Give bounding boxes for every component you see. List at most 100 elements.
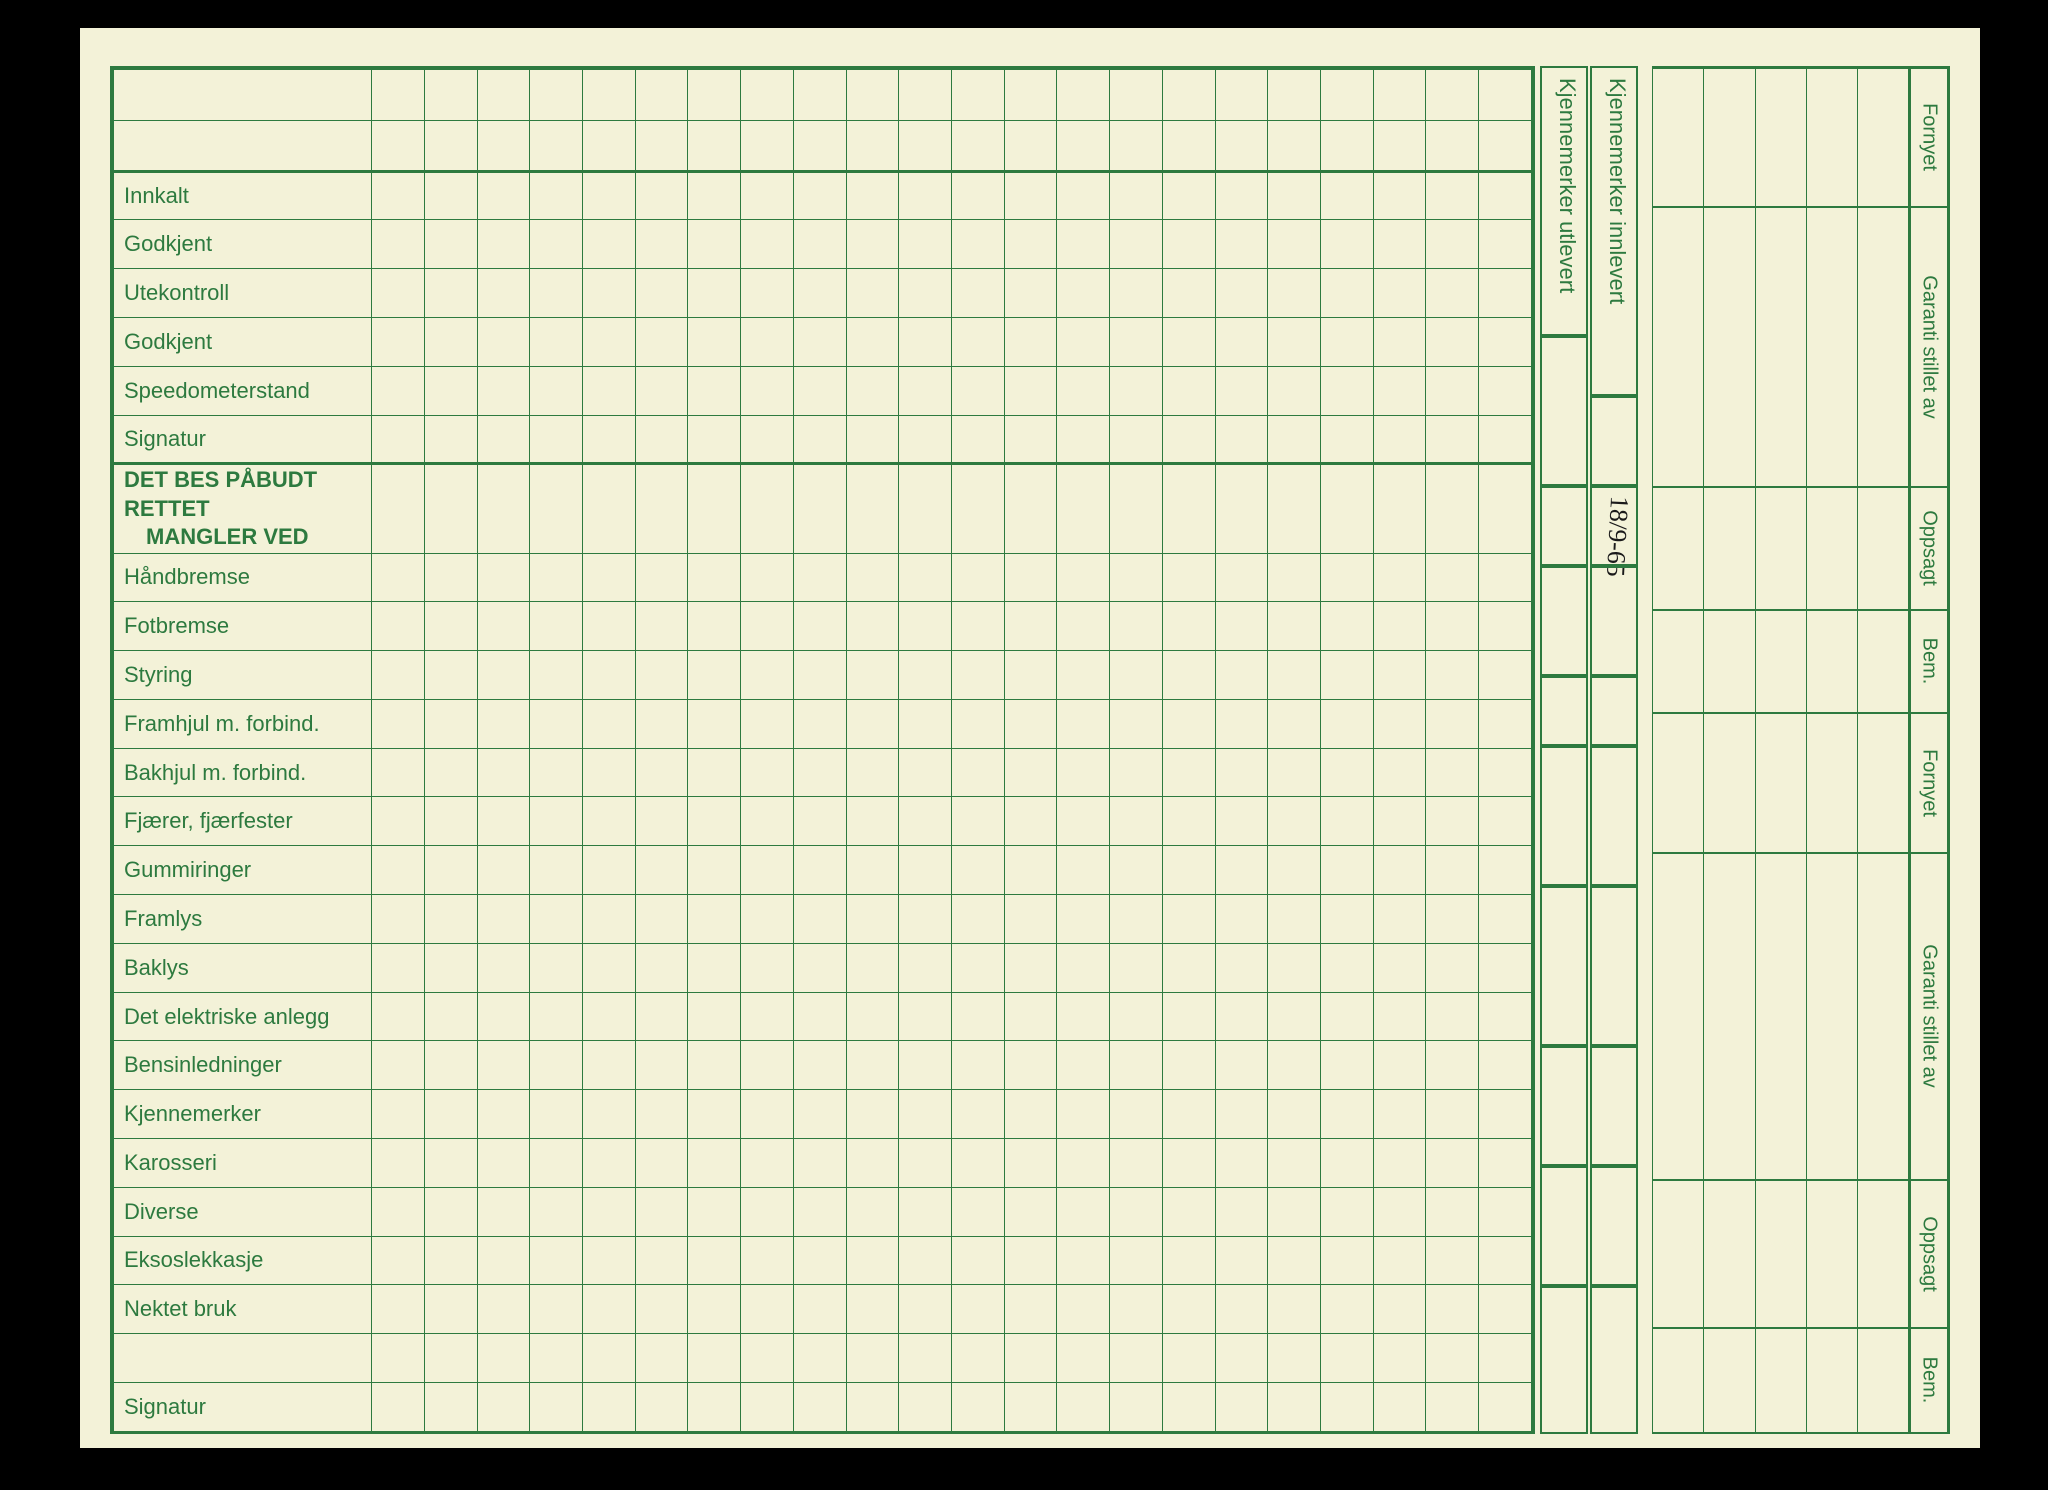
grid-cell: [688, 797, 741, 846]
grid-cell: [477, 1187, 530, 1236]
grid-cell: [846, 464, 899, 553]
grid-cell: [1215, 366, 1268, 415]
grid-cell: [1110, 171, 1163, 220]
grid-cell: [1373, 1382, 1426, 1431]
grid-cell: [1268, 602, 1321, 651]
grid-cell: [1215, 797, 1268, 846]
grid-cell: [530, 602, 583, 651]
grid-cell: [793, 318, 846, 367]
grid-cell: [372, 171, 425, 220]
grid-cell: [1162, 553, 1215, 602]
grid-cell: [951, 943, 1004, 992]
grid-cell: [1479, 602, 1532, 651]
row-label: Bakhjul m. forbind.: [114, 748, 372, 797]
grid-cell: [372, 1285, 425, 1334]
grid-cell: [1004, 1138, 1057, 1187]
right-grid-cell: [1858, 610, 1909, 714]
grid-cell: [635, 1285, 688, 1334]
grid-cell: [530, 120, 583, 171]
grid-cell: [1426, 318, 1479, 367]
grid-cell: [793, 366, 846, 415]
grid-cell: [741, 1187, 794, 1236]
grid-cell: [635, 415, 688, 464]
grid-cell: [372, 846, 425, 895]
grid-cell: [530, 1041, 583, 1090]
grid-cell: [1426, 1236, 1479, 1285]
grid-cell: [477, 1138, 530, 1187]
grid-cell: [1321, 1382, 1374, 1431]
grid-cell: [1426, 1090, 1479, 1139]
grid-cell: [688, 269, 741, 318]
grid-cell: [793, 1382, 846, 1431]
right-grid-cell: [1704, 610, 1755, 714]
grid-cell: [1321, 602, 1374, 651]
grid-cell: [1004, 1187, 1057, 1236]
grid-cell: [1479, 553, 1532, 602]
grid-cell: [582, 1041, 635, 1090]
grid-cell: [1162, 1041, 1215, 1090]
right-grid-cell: [1653, 1180, 1704, 1327]
grid-cell: [582, 1382, 635, 1431]
grid-cell: [477, 846, 530, 895]
grid-cell: [635, 1041, 688, 1090]
grid-cell: [1057, 943, 1110, 992]
grid-cell: [1215, 1187, 1268, 1236]
grid-cell: [1162, 602, 1215, 651]
grid-cell: [582, 1187, 635, 1236]
grid-cell: [1373, 318, 1426, 367]
grid-cell: [951, 1285, 1004, 1334]
right-grid-cell: [1755, 68, 1806, 207]
grid-cell: [1373, 651, 1426, 700]
grid-cell: [1162, 1236, 1215, 1285]
right-grid-cell: [1807, 713, 1858, 852]
grid-cell: [1479, 1334, 1532, 1383]
grid-cell: [1110, 1090, 1163, 1139]
grid-cell: [793, 992, 846, 1041]
row-label: Karosseri: [114, 1138, 372, 1187]
grid-cell: [899, 1041, 952, 1090]
grid-cell: [688, 699, 741, 748]
grid-cell: [1215, 318, 1268, 367]
grid-cell: [688, 1041, 741, 1090]
grid-cell: [477, 895, 530, 944]
grid-cell: [424, 1285, 477, 1334]
row-label: Nektet bruk: [114, 1285, 372, 1334]
right-block-label: Oppsagt: [1917, 510, 1940, 586]
grid-cell: [793, 1090, 846, 1139]
grid-cell: [899, 120, 952, 171]
right-block-label: Garanti stillet av: [1917, 275, 1940, 418]
grid-cell: [899, 748, 952, 797]
grid-cell: [688, 464, 741, 553]
grid-cell: [688, 651, 741, 700]
vertical-segment-cell: [1590, 396, 1638, 486]
grid-cell: [846, 895, 899, 944]
grid-cell: [1057, 1090, 1110, 1139]
grid-cell: [951, 699, 1004, 748]
grid-cell: [372, 699, 425, 748]
right-grid-cell: [1807, 487, 1858, 610]
grid-cell: [1373, 220, 1426, 269]
grid-cell: [1479, 1382, 1532, 1431]
grid-cell: [530, 70, 583, 121]
grid-cell: [1110, 1041, 1163, 1090]
right-grid-cell: [1755, 610, 1806, 714]
grid-cell: [846, 318, 899, 367]
grid-cell: [1057, 1187, 1110, 1236]
grid-cell: [1321, 797, 1374, 846]
grid-cell: [530, 1090, 583, 1139]
grid-cell: [635, 895, 688, 944]
grid-cell: [688, 1285, 741, 1334]
row-label: Kjennemerker: [114, 1090, 372, 1139]
grid-cell: [951, 171, 1004, 220]
grid-cell: [688, 943, 741, 992]
grid-cell: [1373, 553, 1426, 602]
grid-cell: [477, 553, 530, 602]
grid-cell: [582, 269, 635, 318]
right-block-label-cell: Fornyet: [1909, 713, 1948, 852]
grid-cell: [1426, 1334, 1479, 1383]
vertical-segment-cell: [1590, 676, 1638, 746]
grid-cell: [793, 651, 846, 700]
grid-cell: [846, 943, 899, 992]
grid-cell: [1373, 1187, 1426, 1236]
grid-cell: [1110, 699, 1163, 748]
